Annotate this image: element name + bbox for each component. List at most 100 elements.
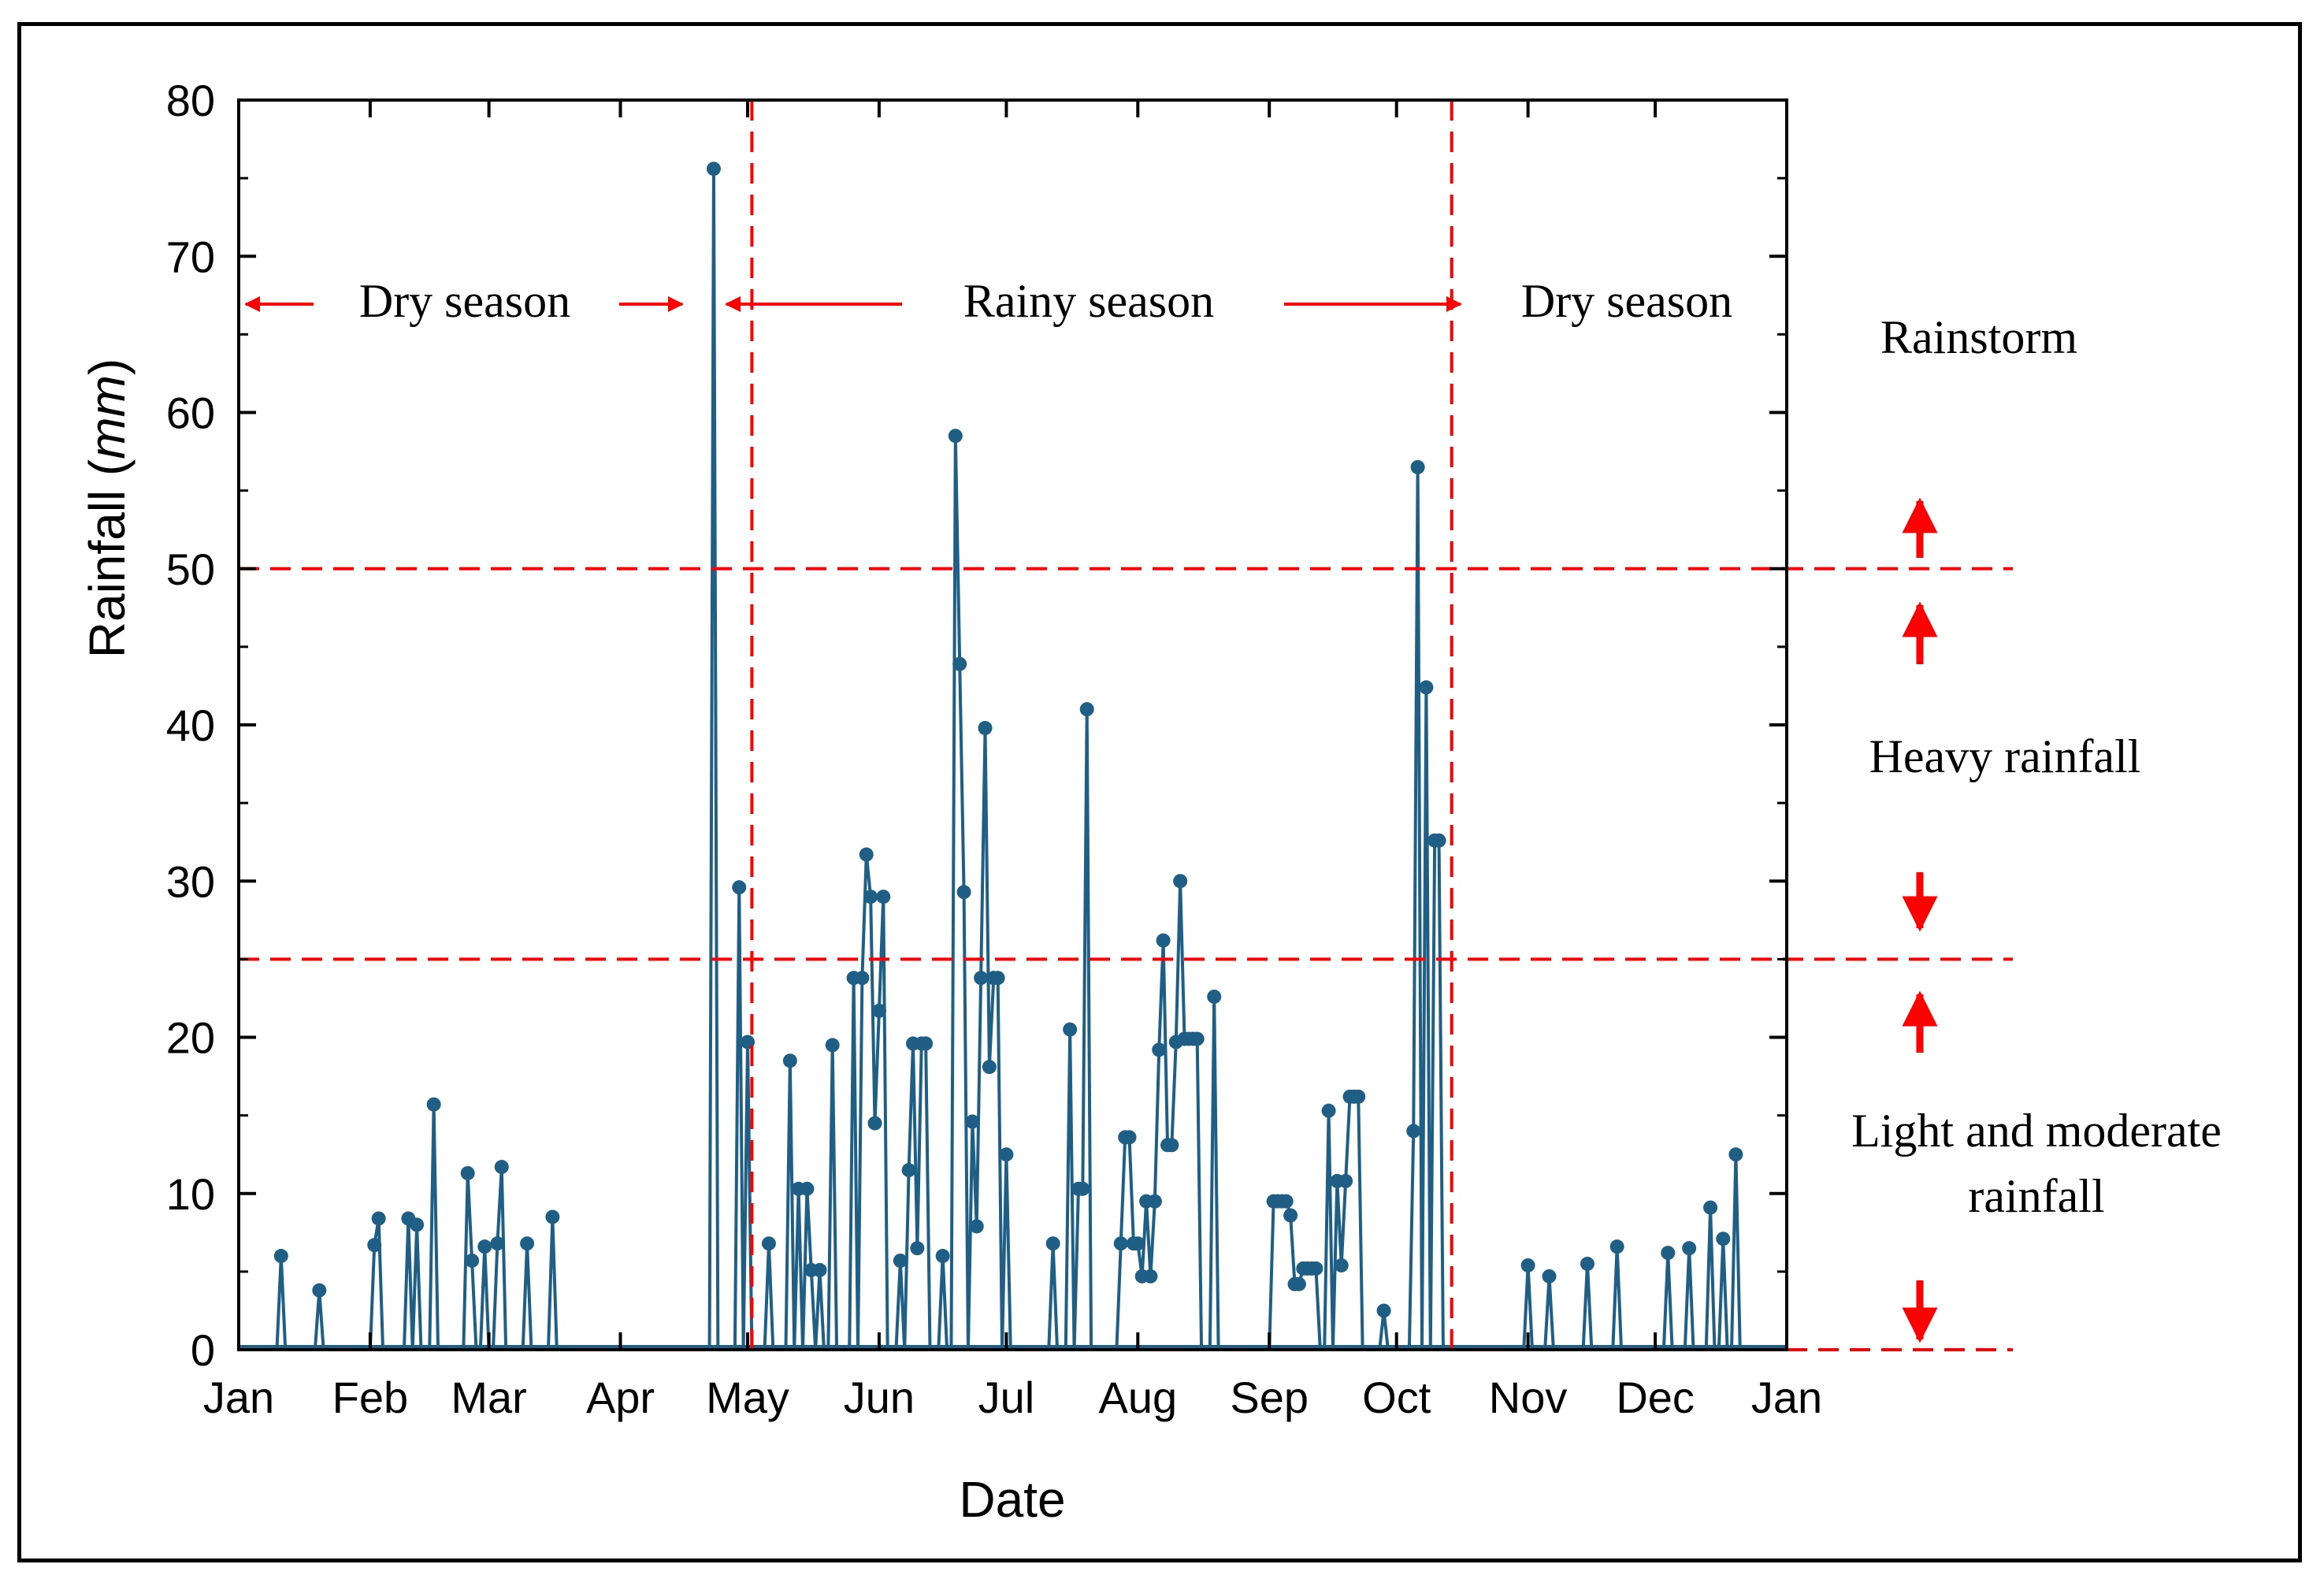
x-tick-label: Aug: [1098, 1373, 1177, 1422]
x-tick-label: Mar: [451, 1373, 526, 1422]
rainfall-point: [371, 1211, 386, 1226]
rainfall-point: [732, 880, 747, 895]
rainfall-point: [1661, 1246, 1676, 1261]
label-light-moderate-line2: rainfall: [1968, 1170, 2104, 1222]
rainfall-point: [1682, 1241, 1697, 1256]
x-tick-label: Jan: [203, 1373, 274, 1422]
y-tick-label: 70: [166, 232, 215, 281]
rainfall-point: [1122, 1130, 1137, 1145]
rainfall-point: [494, 1160, 509, 1175]
rainfall-point: [1045, 1236, 1060, 1251]
rainfall-point: [1190, 1031, 1205, 1046]
rainfall-point: [1609, 1239, 1624, 1254]
rainfall-point: [1406, 1124, 1421, 1139]
rainfall-point: [460, 1165, 475, 1180]
rainfall-point: [919, 1036, 934, 1051]
x-tick-label: Jul: [978, 1373, 1035, 1422]
rainfall-point: [1079, 702, 1094, 717]
label-dry-season-1: Dry season: [359, 275, 570, 327]
y-tick-label: 60: [166, 388, 215, 438]
label-light-moderate-line1: Light and moderate: [1851, 1105, 2222, 1157]
rainfall-point: [1164, 1138, 1179, 1153]
rainfall-point: [410, 1217, 425, 1232]
rainfall-point: [1143, 1269, 1158, 1284]
rainfall-point: [1431, 833, 1446, 848]
rainfall-point: [1156, 933, 1171, 948]
x-tick-label: Oct: [1362, 1373, 1431, 1422]
rainfall-point: [1207, 989, 1222, 1004]
y-axis-title-main: Rainfall (: [79, 459, 136, 659]
rainfall-point: [855, 971, 870, 986]
y-tick-label: 20: [166, 1013, 215, 1063]
rainfall-point: [1580, 1256, 1595, 1271]
rainfall-point: [863, 890, 878, 905]
rainfall-point: [867, 1116, 882, 1131]
rainfall-point: [1728, 1147, 1743, 1162]
rainfall-point: [1376, 1303, 1391, 1318]
rainfall-point: [1338, 1173, 1353, 1188]
rainfall-point: [893, 1253, 908, 1268]
rainfall-point: [1173, 874, 1188, 889]
rainfall-point: [465, 1253, 480, 1268]
rainfall-point: [871, 1003, 886, 1018]
rainfall-point: [761, 1236, 776, 1251]
rainfall-series: [239, 162, 1787, 1351]
y-tick-label: 40: [166, 700, 215, 750]
rainfall-point: [1334, 1258, 1349, 1272]
rainfall-point: [982, 1060, 997, 1075]
rainfall-point: [1147, 1194, 1162, 1209]
rainfall-point: [1063, 1022, 1078, 1037]
x-tick-label: Jun: [844, 1373, 915, 1422]
rainfall-point: [545, 1209, 560, 1224]
rainfall-point: [825, 1038, 840, 1053]
rainfall-point: [1520, 1258, 1535, 1272]
label-rainstorm: Rainstorm: [1880, 311, 2077, 363]
rainfall-point: [969, 1219, 984, 1234]
rainfall-point: [1716, 1232, 1731, 1246]
rainfall-point: [1410, 459, 1425, 474]
x-axis: Jan Feb Mar Apr May Jun Jul Aug Sep Oct Nov Dec Jan: [203, 100, 1822, 1422]
y-tick-label: 80: [166, 76, 215, 125]
rainfall-point: [706, 162, 721, 176]
rainfall-point: [999, 1147, 1014, 1162]
y-tick-label: 0: [191, 1325, 215, 1375]
rainfall-point: [1419, 680, 1434, 695]
rainfall-point: [990, 971, 1005, 986]
rainfall-point: [1152, 1042, 1167, 1057]
x-tick-label: Sep: [1230, 1373, 1309, 1422]
rainfall-point: [948, 429, 963, 444]
rainfall-point: [1283, 1208, 1298, 1223]
rainfall-point: [859, 847, 874, 862]
rainfall-point: [935, 1249, 950, 1264]
rainfall-point: [812, 1262, 827, 1277]
label-heavy-rainfall: Heavy rainfall: [1869, 730, 2141, 782]
rainfall-point: [367, 1238, 382, 1253]
rainfall-point: [273, 1249, 288, 1264]
season-annotations: Dry season Rainy season Dry season: [244, 275, 1732, 327]
x-tick-label: Feb: [332, 1373, 409, 1422]
rainfall-point: [952, 656, 967, 671]
rainfall-point: [490, 1236, 505, 1251]
rainfall-point: [1321, 1103, 1336, 1118]
y-tick-label: 50: [166, 544, 215, 594]
rainfall-point: [1542, 1269, 1557, 1284]
rainfall-point: [1075, 1181, 1090, 1196]
label-rainy-season: Rainy season: [963, 275, 1214, 327]
rainfall-point: [965, 1114, 980, 1129]
rainfall-point: [1309, 1261, 1323, 1276]
rainfall-point: [1351, 1089, 1366, 1104]
rainfall-point: [312, 1283, 327, 1298]
rainfall-point: [1130, 1236, 1145, 1251]
rainfall-point: [741, 1035, 755, 1050]
rainfall-point: [876, 890, 891, 905]
x-tick-label: Dec: [1616, 1373, 1695, 1422]
y-tick-label: 30: [166, 856, 215, 906]
rainfall-point: [426, 1097, 441, 1112]
x-axis-title: Date: [959, 1471, 1065, 1528]
rainfall-point: [956, 885, 971, 900]
rainfall-point: [520, 1236, 535, 1251]
rainfall-point: [910, 1241, 925, 1256]
y-axis: 0 10 20 30 40 50 60 70 80: [166, 76, 1787, 1375]
y-axis-title-unit: mm: [79, 375, 136, 459]
